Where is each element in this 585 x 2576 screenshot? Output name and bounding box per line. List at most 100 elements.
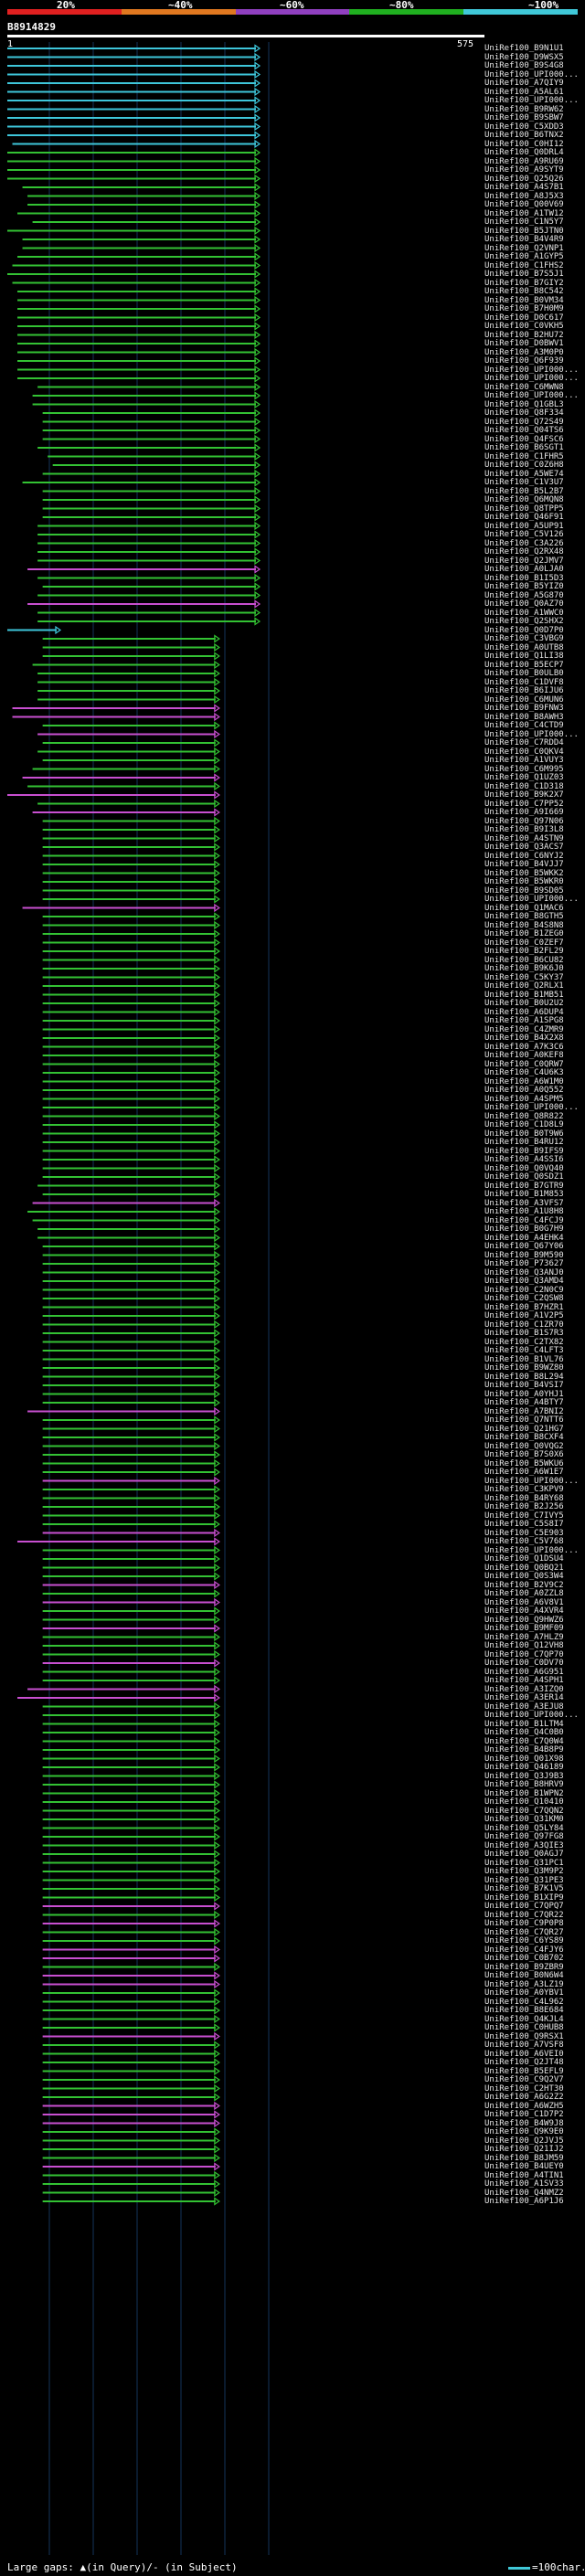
hit-label[interactable]: UniRef100_B5EFL9 [484,2066,564,2076]
hit-track[interactable] [32,808,220,817]
hit-label[interactable]: UniRef100_A7K3C6 [484,1042,564,1052]
hit-label[interactable]: UniRef100_B4RU12 [484,1138,564,1147]
hit-track[interactable] [12,278,261,288]
hit-track[interactable] [37,382,261,392]
hit-label[interactable]: UniRef100_Q0D7P0 [484,625,564,635]
hit-track[interactable] [42,938,220,948]
hit-label[interactable]: UniRef100_B9WZ80 [484,1363,564,1373]
hit-label[interactable]: UniRef100_A6W1M0 [484,1076,564,1087]
hit-track[interactable] [27,1684,220,1694]
hit-label[interactable]: UniRef100_A0Q552 [484,1086,564,1095]
hit-track[interactable] [42,1936,220,1945]
hit-label[interactable]: UniRef100_B9FNW3 [484,704,564,713]
hit-track[interactable] [42,1806,220,1816]
hit-label[interactable]: UniRef100_A5AL61 [484,87,564,97]
hit-track[interactable] [42,1034,220,1043]
hit-track[interactable] [7,79,261,88]
hit-label[interactable]: UniRef100_C2QSW8 [484,1294,564,1303]
hit-track[interactable] [42,955,220,965]
hit-label[interactable]: UniRef100_C7QPQ7 [484,1902,564,1911]
hit-track[interactable] [37,617,261,626]
hit-label[interactable]: UniRef100_A0UTB8 [484,642,564,652]
hit-label[interactable]: UniRef100_B1WPN2 [484,1788,564,1798]
hit-label[interactable]: UniRef100_B5ECP7 [484,660,564,670]
hit-label[interactable]: UniRef100_A4TIN1 [484,2170,564,2180]
hit-label[interactable]: UniRef100_B9MF09 [484,1624,564,1633]
hit-label[interactable]: UniRef100_UPI000... [484,374,579,383]
hit-label[interactable]: UniRef100_C1N5Y7 [484,217,564,227]
hit-track[interactable] [42,1024,220,1034]
hit-label[interactable]: UniRef100_A6V8V1 [484,1597,564,1607]
hit-track[interactable] [37,538,261,548]
hit-track[interactable] [37,747,220,757]
hit-label[interactable]: UniRef100_B9ZBR9 [484,1962,564,1972]
hit-track[interactable] [42,1485,220,1494]
hit-track[interactable] [27,781,220,791]
hit-label[interactable]: UniRef100_C0DV70 [484,1659,564,1668]
hit-track[interactable] [42,1138,220,1147]
hit-label[interactable]: UniRef100_Q12VH8 [484,1641,564,1650]
hit-label[interactable]: UniRef100_B1VL76 [484,1354,564,1364]
hit-track[interactable] [42,1988,220,1998]
hit-label[interactable]: UniRef100_A8J5X3 [484,191,564,201]
hit-track[interactable] [42,469,261,479]
hit-track[interactable] [42,1919,220,1928]
hit-track[interactable] [42,1337,220,1347]
hit-track[interactable] [17,252,261,261]
hit-track[interactable] [7,148,261,157]
hit-label[interactable]: UniRef100_C0B702 [484,1954,564,1963]
hit-track[interactable] [7,87,261,97]
hit-label[interactable]: UniRef100_A7QIY9 [484,79,564,88]
hit-track[interactable] [42,408,261,418]
hit-track[interactable] [12,712,220,722]
hit-track[interactable] [42,1875,220,1885]
hit-track[interactable] [37,694,220,705]
hit-label[interactable]: UniRef100_Q2JVJ5 [484,2136,564,2146]
hit-label[interactable]: UniRef100_C7IVY5 [484,1511,564,1521]
hit-label[interactable]: UniRef100_A4BTY7 [484,1398,564,1407]
hit-label[interactable]: UniRef100_A3M0P0 [484,347,564,357]
hit-label[interactable]: UniRef100_B8CXF4 [484,1433,564,1442]
hit-label[interactable]: UniRef100_Q0SDZ1 [484,1172,564,1182]
hit-label[interactable]: UniRef100_Q25Q26 [484,174,564,184]
hit-track[interactable] [32,391,261,400]
hit-track[interactable] [42,1311,220,1320]
hit-label[interactable]: UniRef100_B9SBW7 [484,113,564,122]
hit-label[interactable]: UniRef100_D0BWV1 [484,339,564,348]
hit-label[interactable]: UniRef100_C5S8I7 [484,1520,564,1529]
hit-track[interactable] [42,2188,220,2198]
hit-track[interactable] [42,1520,220,1529]
hit-label[interactable]: UniRef100_Q0S3W4 [484,1572,564,1581]
hit-label[interactable]: UniRef100_B4V4R9 [484,235,564,244]
hit-label[interactable]: UniRef100_C7RDD4 [484,738,564,747]
hit-track[interactable] [42,1902,220,1911]
hit-track[interactable] [42,1259,220,1268]
hit-track[interactable] [42,1667,220,1677]
hit-label[interactable]: UniRef100_C7PP52 [484,799,564,809]
hit-label[interactable]: UniRef100_Q0VQ40 [484,1163,564,1173]
hit-track[interactable] [17,1693,220,1702]
hit-track[interactable] [42,1979,220,1989]
hit-track[interactable] [42,1163,220,1173]
hit-track[interactable] [42,1649,220,1659]
hit-label[interactable]: UniRef100_A7BNI2 [484,1406,564,1416]
hit-label[interactable]: UniRef100_A1WWC0 [484,608,564,618]
hit-track[interactable] [42,2075,220,2084]
hit-label[interactable]: UniRef100_Q8R822 [484,1111,564,1121]
hit-label[interactable]: UniRef100_Q8TPP5 [484,504,564,514]
hit-label[interactable]: UniRef100_B2FL29 [484,947,564,956]
hit-track[interactable] [42,1051,220,1060]
hit-label[interactable]: UniRef100_UPI000... [484,1545,579,1555]
hit-label[interactable]: UniRef100_C0QRW7 [484,1059,564,1069]
hit-label[interactable]: UniRef100_B0T9W6 [484,1129,564,1139]
hit-label[interactable]: UniRef100_C1FHS2 [484,260,564,270]
hit-label[interactable]: UniRef100_B9N1U1 [484,44,564,53]
hit-label[interactable]: UniRef100_Q97FG8 [484,1832,564,1841]
hit-track[interactable] [42,2110,220,2119]
hit-track[interactable] [42,1329,220,1338]
hit-track[interactable] [42,1754,220,1764]
hit-track[interactable] [42,738,220,747]
hit-label[interactable]: UniRef100_UPI000... [484,365,579,375]
hit-track[interactable] [42,1094,220,1104]
hit-track[interactable] [42,1120,220,1129]
